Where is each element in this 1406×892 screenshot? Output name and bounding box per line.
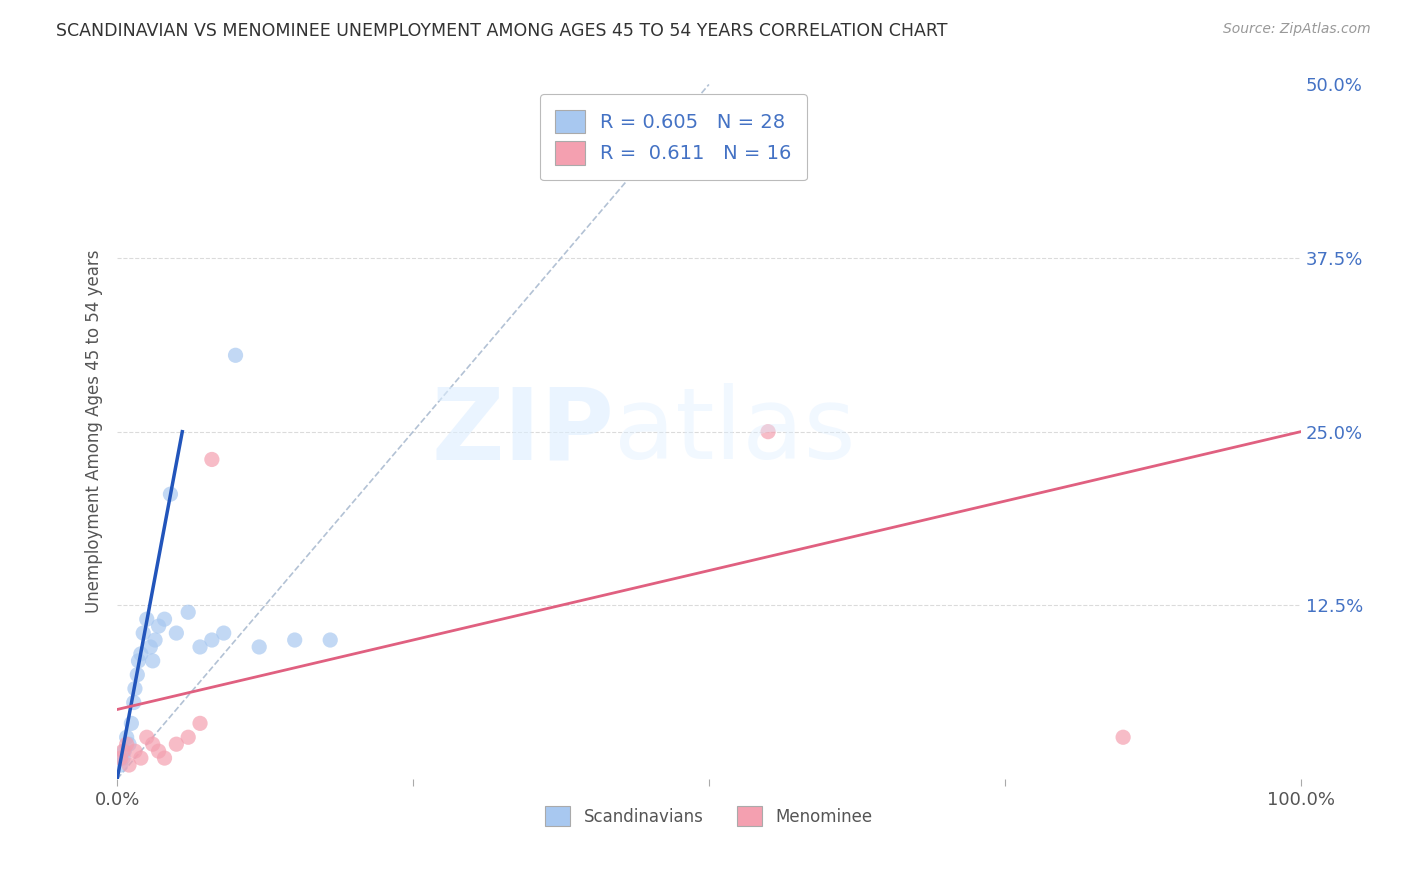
Point [201, 452, 224, 467]
Point [142, 654, 165, 668]
Point [143, 633, 166, 648]
Point [148, 619, 170, 633]
Point [165, 626, 187, 640]
Point [115, 731, 138, 745]
Point [247, 640, 270, 654]
Point [124, 681, 146, 696]
Point [122, 696, 145, 710]
Legend: Scandinavians, Menominee: Scandinavians, Menominee [538, 799, 879, 833]
Point [201, 633, 224, 648]
Point [225, 348, 247, 362]
Text: ZIP: ZIP [432, 384, 614, 480]
Point [188, 716, 211, 731]
Point [135, 612, 157, 626]
Y-axis label: Unemployment Among Ages 45 to 54 years: Unemployment Among Ages 45 to 54 years [86, 250, 103, 614]
Point [110, 758, 132, 772]
Text: SCANDINAVIAN VS MENOMINEE UNEMPLOYMENT AMONG AGES 45 TO 54 YEARS CORRELATION CHA: SCANDINAVIAN VS MENOMINEE UNEMPLOYMENT A… [56, 22, 948, 40]
Point [159, 487, 181, 501]
Point [284, 633, 307, 648]
Point [165, 737, 187, 751]
Point [129, 751, 152, 765]
Point [128, 654, 150, 668]
Point [319, 633, 342, 648]
Point [129, 647, 152, 661]
Text: Source: ZipAtlas.com: Source: ZipAtlas.com [1223, 22, 1371, 37]
Point [212, 626, 235, 640]
Point [120, 716, 142, 731]
Point [177, 731, 200, 745]
Point [112, 744, 135, 758]
Point [124, 744, 146, 758]
Point [110, 751, 132, 765]
Point [115, 737, 138, 751]
Point [112, 744, 135, 758]
Point [177, 605, 200, 619]
Point [118, 737, 141, 751]
Text: atlas: atlas [614, 384, 856, 480]
Point [118, 758, 141, 772]
Point [139, 640, 162, 654]
Point [153, 751, 176, 765]
Point [135, 731, 157, 745]
Point [142, 737, 165, 751]
Point [132, 626, 155, 640]
Point [1112, 731, 1135, 745]
Point [153, 612, 176, 626]
Point [188, 640, 211, 654]
Point [756, 425, 779, 439]
Point [112, 751, 135, 765]
Point [148, 744, 170, 758]
Point [127, 667, 149, 681]
